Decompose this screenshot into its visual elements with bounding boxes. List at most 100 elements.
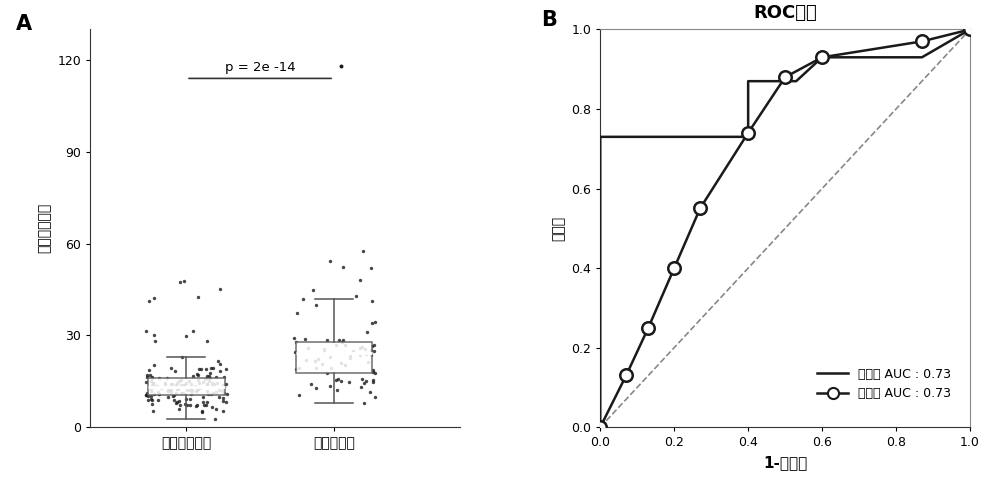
Y-axis label: 影像组学评分: 影像组学评分 bbox=[38, 203, 52, 253]
Point bbox=[145, 379, 161, 387]
Point bbox=[171, 398, 187, 406]
Point bbox=[195, 378, 211, 385]
Point bbox=[204, 380, 220, 387]
Point bbox=[173, 389, 189, 397]
Point bbox=[316, 345, 332, 353]
Point bbox=[307, 357, 323, 365]
Point bbox=[189, 402, 205, 409]
Point bbox=[193, 365, 209, 373]
Point bbox=[139, 371, 155, 379]
Point bbox=[172, 278, 188, 286]
Point bbox=[363, 346, 379, 354]
Point bbox=[143, 387, 159, 395]
Point bbox=[359, 328, 375, 336]
Point bbox=[185, 372, 201, 380]
Point bbox=[159, 374, 175, 382]
Point bbox=[300, 344, 316, 352]
Point bbox=[364, 342, 380, 350]
Point bbox=[314, 360, 330, 368]
Point bbox=[322, 382, 338, 390]
Point bbox=[178, 395, 194, 403]
Point bbox=[335, 336, 351, 344]
Point bbox=[352, 351, 368, 358]
Point bbox=[323, 349, 339, 357]
Point bbox=[138, 327, 154, 334]
Point bbox=[197, 376, 213, 383]
Point bbox=[333, 62, 349, 70]
Point bbox=[215, 394, 231, 402]
Point bbox=[333, 359, 349, 367]
Point bbox=[187, 382, 203, 390]
Point bbox=[288, 365, 304, 373]
Point bbox=[337, 341, 353, 349]
Point bbox=[219, 390, 235, 398]
Point bbox=[189, 382, 205, 390]
Legend: 训练集 AUC : 0.73, 验证集 AUC : 0.73: 训练集 AUC : 0.73, 验证集 AUC : 0.73 bbox=[812, 363, 956, 405]
Point bbox=[331, 336, 347, 344]
Point bbox=[138, 379, 154, 386]
Point bbox=[173, 376, 189, 384]
Point bbox=[192, 384, 208, 392]
Point bbox=[365, 377, 381, 384]
Point bbox=[177, 400, 193, 408]
Point bbox=[160, 393, 176, 401]
Point bbox=[164, 380, 180, 387]
Point bbox=[308, 301, 324, 309]
Point bbox=[199, 374, 215, 382]
Point bbox=[199, 372, 215, 380]
Point bbox=[176, 381, 192, 389]
Point bbox=[201, 377, 217, 385]
Point bbox=[206, 381, 222, 388]
Point bbox=[366, 341, 382, 349]
Point bbox=[168, 389, 184, 397]
Point bbox=[367, 369, 383, 377]
Point bbox=[355, 246, 371, 254]
Point bbox=[335, 264, 351, 272]
Point bbox=[203, 364, 219, 372]
Point bbox=[191, 380, 207, 387]
Point bbox=[181, 378, 197, 385]
Point bbox=[286, 334, 302, 342]
Point bbox=[205, 364, 221, 372]
Point bbox=[182, 386, 198, 394]
Point bbox=[341, 378, 357, 386]
Point bbox=[365, 378, 381, 386]
Point bbox=[166, 396, 182, 404]
Point bbox=[171, 377, 187, 385]
Point bbox=[316, 349, 332, 356]
Point bbox=[182, 401, 198, 409]
Point bbox=[157, 380, 173, 387]
Point bbox=[168, 381, 184, 388]
Point bbox=[160, 386, 176, 394]
Point bbox=[215, 397, 231, 405]
Point bbox=[145, 379, 161, 387]
Point bbox=[179, 401, 195, 409]
Point bbox=[358, 350, 374, 358]
Point bbox=[298, 355, 314, 363]
Point bbox=[174, 354, 190, 361]
Point bbox=[212, 367, 228, 375]
Point bbox=[199, 380, 215, 388]
Point bbox=[202, 374, 218, 382]
Point bbox=[215, 407, 231, 415]
Point bbox=[178, 379, 194, 387]
PathPatch shape bbox=[148, 378, 225, 395]
Point bbox=[141, 383, 157, 391]
Point bbox=[194, 407, 210, 415]
Point bbox=[291, 391, 307, 399]
Point bbox=[150, 388, 166, 396]
Point bbox=[190, 376, 206, 384]
Point bbox=[145, 408, 161, 415]
Point bbox=[199, 380, 215, 388]
Point bbox=[138, 391, 154, 399]
Point bbox=[184, 384, 200, 392]
Point bbox=[151, 390, 167, 398]
Point bbox=[354, 343, 370, 351]
Point bbox=[365, 369, 381, 377]
Point bbox=[199, 337, 215, 345]
Point bbox=[362, 388, 378, 396]
Point bbox=[140, 396, 156, 404]
X-axis label: 1-特异性: 1-特异性 bbox=[763, 455, 807, 470]
Point bbox=[160, 387, 176, 395]
Point bbox=[167, 367, 183, 375]
